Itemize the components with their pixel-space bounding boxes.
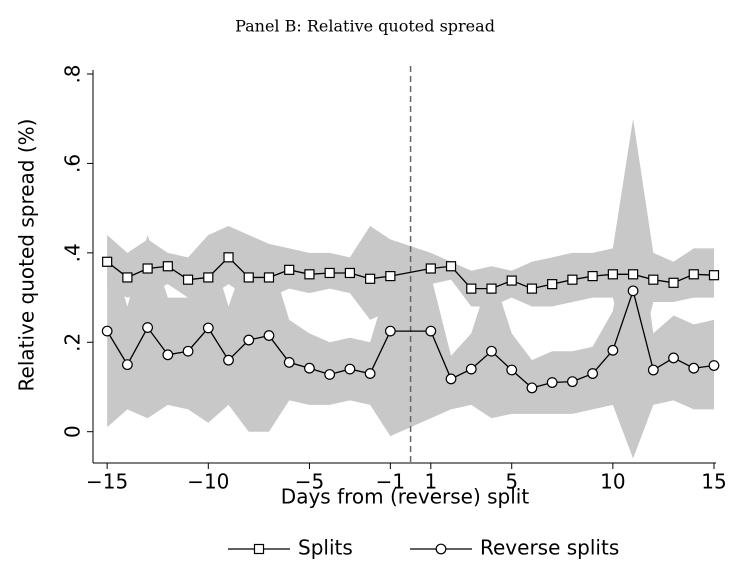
marker xyxy=(648,274,659,285)
x-tick-label: 5 xyxy=(505,470,518,494)
chart-title: Panel B: Relative quoted spread xyxy=(235,17,495,36)
marker xyxy=(567,376,578,388)
marker xyxy=(627,285,639,297)
marker xyxy=(142,263,153,274)
x-axis-label: Days from (reverse) split xyxy=(281,485,530,509)
legend-label: Splits xyxy=(298,536,353,560)
marker xyxy=(526,283,538,294)
marker xyxy=(688,269,699,280)
marker xyxy=(506,364,518,376)
y-tick-label: .4 xyxy=(61,243,85,262)
x-tick-label: −1 xyxy=(376,470,405,494)
marker xyxy=(284,264,295,275)
marker xyxy=(607,269,618,280)
marker xyxy=(688,362,700,374)
marker xyxy=(627,269,639,280)
marker xyxy=(253,543,265,555)
marker xyxy=(587,368,599,379)
marker xyxy=(466,283,477,294)
y-tick-label: .2 xyxy=(61,333,85,352)
marker xyxy=(122,272,133,283)
marker xyxy=(162,261,173,272)
x-tick-label: 10 xyxy=(600,470,625,494)
marker xyxy=(263,330,275,341)
marker xyxy=(243,334,255,346)
marker xyxy=(202,322,214,334)
marker xyxy=(486,345,497,357)
marker xyxy=(708,360,720,371)
marker xyxy=(324,267,335,279)
marker xyxy=(385,271,396,282)
marker xyxy=(182,274,194,285)
marker xyxy=(344,267,355,279)
marker xyxy=(547,279,558,290)
x-tick-label: −5 xyxy=(295,470,324,494)
y-tick-label: .6 xyxy=(61,154,85,173)
confidence-band xyxy=(107,185,714,459)
marker xyxy=(445,373,457,385)
marker xyxy=(647,364,659,376)
marker xyxy=(121,359,133,371)
marker xyxy=(435,543,447,555)
marker xyxy=(567,274,578,285)
marker xyxy=(425,325,437,337)
marker xyxy=(283,356,295,368)
x-tick-label: 1 xyxy=(424,470,437,494)
marker xyxy=(223,354,234,366)
marker xyxy=(223,252,234,263)
y-axis-label: Relative quoted spread (%) xyxy=(15,119,39,392)
marker xyxy=(506,275,517,286)
x-tick-label: 15 xyxy=(701,470,726,494)
marker xyxy=(708,270,720,281)
marker xyxy=(668,277,679,288)
marker xyxy=(364,368,376,379)
y-tick-label: .8 xyxy=(61,64,85,83)
marker xyxy=(486,283,497,294)
marker xyxy=(384,325,396,337)
legend-label: Reverse splits xyxy=(480,536,619,560)
marker xyxy=(365,273,376,284)
marker xyxy=(203,272,214,283)
x-tick-label: −15 xyxy=(86,470,128,494)
marker xyxy=(263,272,275,283)
marker xyxy=(587,271,598,282)
marker xyxy=(668,352,679,364)
marker xyxy=(607,344,619,356)
marker xyxy=(182,345,194,357)
marker xyxy=(425,263,436,274)
y-tick-label: 0 xyxy=(61,425,85,438)
marker xyxy=(465,363,477,375)
marker xyxy=(101,325,113,337)
marker xyxy=(304,362,315,374)
marker xyxy=(324,369,336,380)
x-tick-label: −10 xyxy=(187,470,229,494)
marker xyxy=(526,382,538,394)
marker xyxy=(243,272,254,283)
marker xyxy=(546,377,558,388)
marker xyxy=(142,322,154,333)
marker xyxy=(445,261,457,272)
marker xyxy=(344,363,356,375)
marker xyxy=(102,256,113,267)
marker xyxy=(304,269,315,280)
marker xyxy=(162,349,174,361)
